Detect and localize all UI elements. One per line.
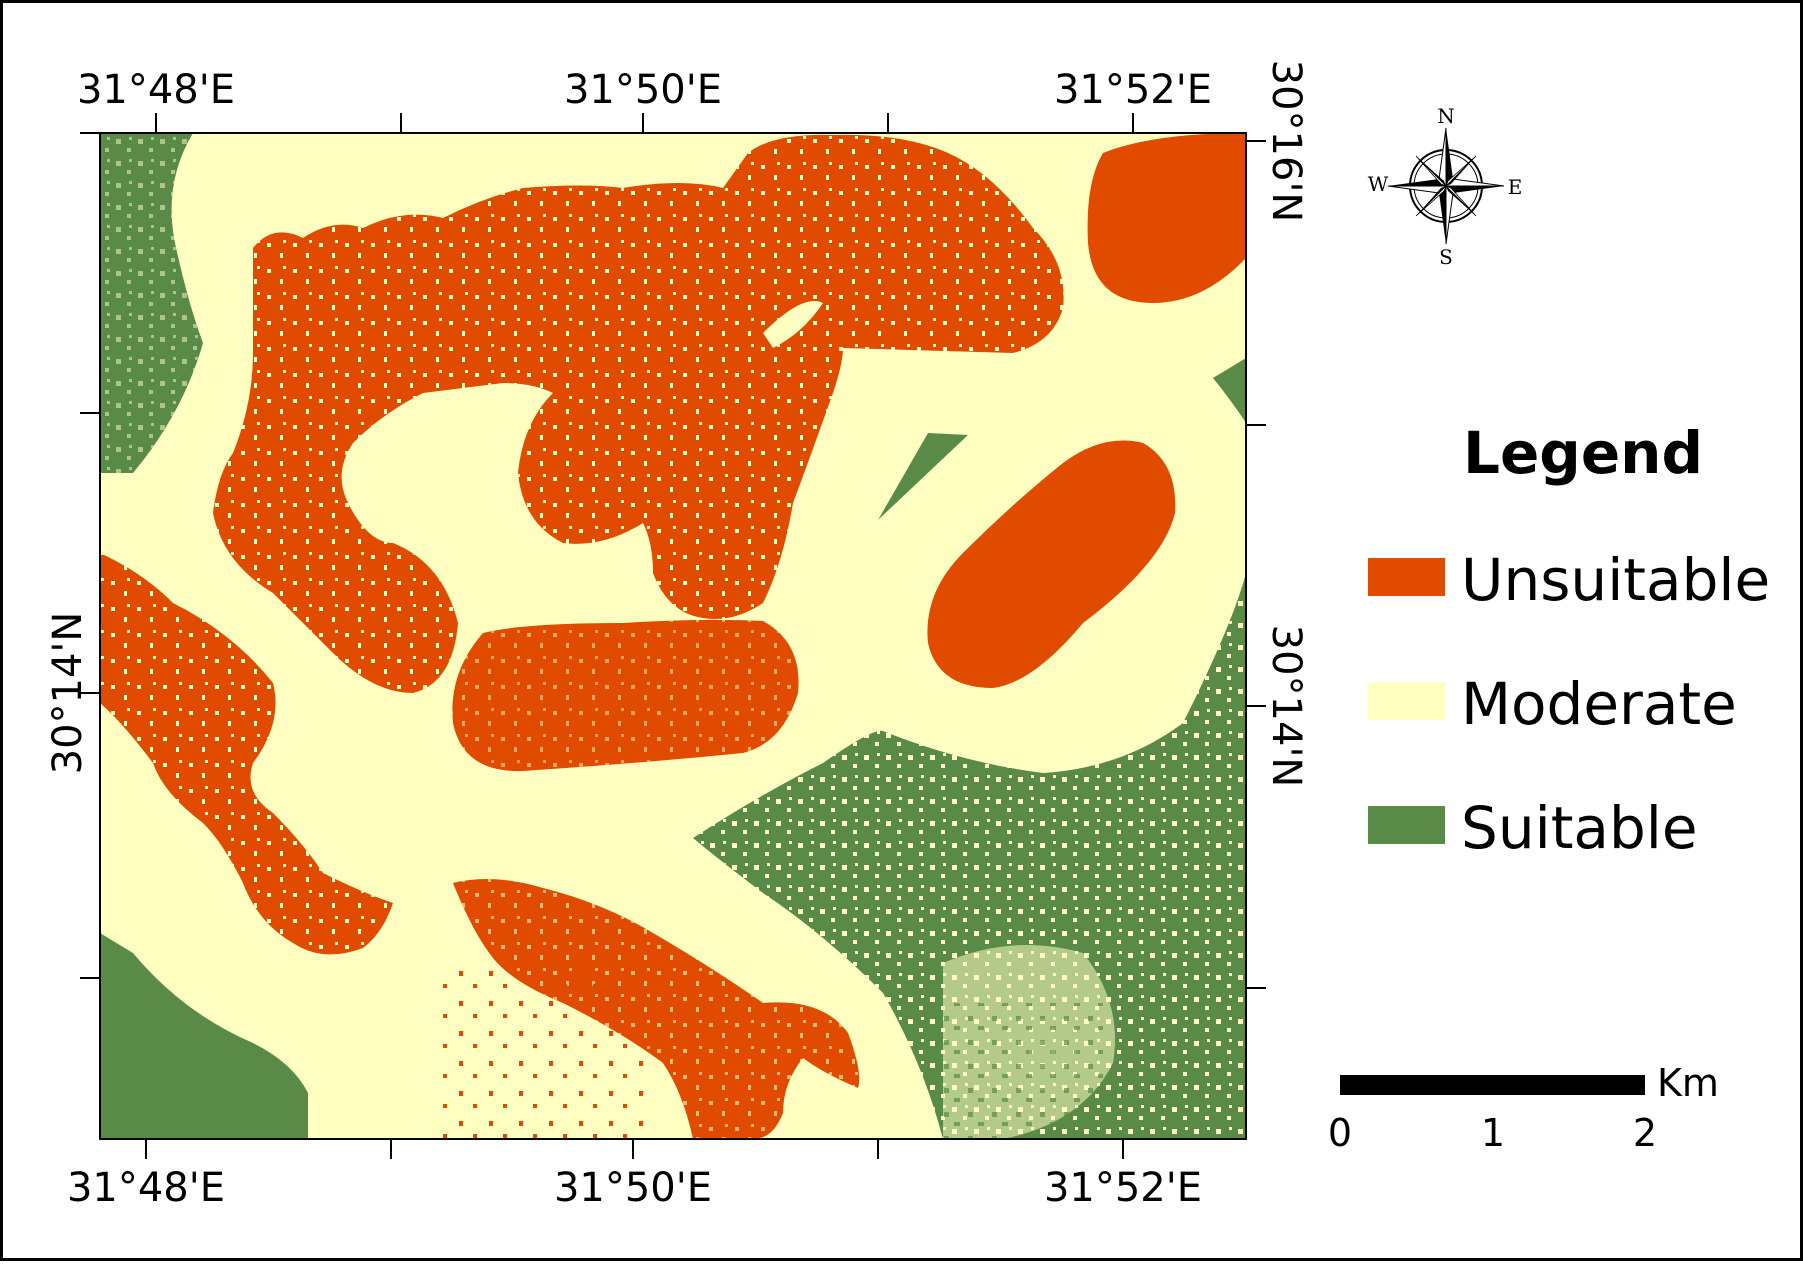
scale-bar-rule: [1340, 1075, 1645, 1095]
top-tick-label: 31°48'E: [77, 67, 235, 113]
top-tick-label: 31°52'E: [1054, 67, 1212, 113]
scale-bar-label: 2: [1633, 1111, 1657, 1155]
top-tick-label: 31°50'E: [564, 67, 722, 113]
scale-bar: Km 0 1 2: [1328, 1061, 1719, 1155]
legend-label-unsuitable: Unsuitable: [1461, 546, 1770, 614]
legend-swatch-suitable: [1368, 806, 1445, 844]
compass-north-label: N: [1437, 104, 1455, 128]
legend: Legend Unsuitable Moderate Suitable: [1368, 419, 1770, 862]
map-border: [99, 132, 1247, 1140]
suitable-zones: [100, 133, 1246, 1139]
unsuitable-zones: [100, 133, 1246, 1139]
legend-swatch-unsuitable: [1368, 558, 1445, 596]
scale-bar-label: 0: [1328, 1111, 1352, 1155]
bottom-tick-label: 31°50'E: [554, 1165, 712, 1211]
left-tick-label: 30°14'N: [45, 612, 91, 775]
compass-east-label: E: [1508, 175, 1523, 199]
compass-west-label: W: [1368, 172, 1389, 196]
right-tick-label: 30°16'N: [1263, 60, 1309, 223]
map-layout: 31°48'E 31°50'E 31°52'E 31°48'E 31°50'E …: [45, 60, 1770, 1211]
tick-marks: [80, 113, 1266, 1159]
compass-south-label: S: [1439, 245, 1453, 269]
legend-label-moderate: Moderate: [1461, 670, 1737, 738]
legend-swatch-moderate: [1368, 682, 1445, 720]
right-tick-label: 30°14'N: [1263, 625, 1309, 788]
scale-bar-unit: Km: [1657, 1061, 1719, 1105]
legend-title: Legend: [1463, 419, 1703, 487]
scale-bar-label: 1: [1481, 1111, 1505, 1155]
suitability-map: [100, 133, 1246, 1139]
legend-label-suitable: Suitable: [1461, 794, 1698, 862]
bottom-tick-label: 31°52'E: [1044, 1165, 1202, 1211]
bottom-tick-label: 31°48'E: [67, 1165, 225, 1211]
north-arrow-icon: [1387, 127, 1505, 245]
